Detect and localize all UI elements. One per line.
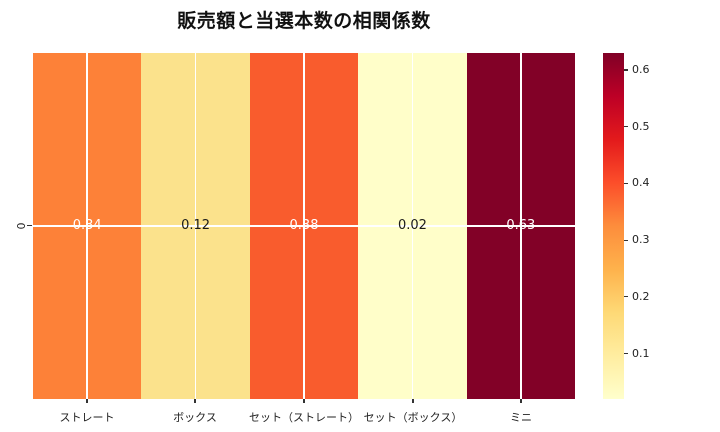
- y-axis-tick-label: 0: [14, 222, 27, 230]
- x-axis-tick: セット（ストレート）: [249, 399, 359, 425]
- x-axis-tick-label: ミニ: [510, 411, 532, 424]
- colorbar-tick-mark: [624, 126, 628, 128]
- cell-value-label: 0.02: [397, 218, 427, 233]
- x-tick-mark: [86, 399, 88, 403]
- heatmap-cell: 0.12: [141, 53, 250, 399]
- colorbar-tick-label: 0.5: [632, 119, 650, 133]
- x-axis-tick: ボックス: [141, 399, 249, 425]
- heatmap-cell: 0.63: [466, 53, 576, 399]
- x-axis-tick: セット（ボックス）: [359, 399, 467, 425]
- x-axis-tick-label: ボックス: [173, 411, 217, 424]
- x-axis-tick: ストレート: [33, 399, 141, 425]
- cell-value-label: 0.38: [289, 218, 319, 233]
- x-axis-tick-label: セット（ボックス）: [363, 411, 463, 424]
- cell-value-label: 0.34: [72, 218, 102, 233]
- x-tick-mark: [520, 399, 522, 403]
- chart-title: 販売額と当選本数の相関係数: [177, 10, 431, 32]
- colorbar-tick-label: 0.4: [632, 176, 650, 190]
- colorbar-tick-mark: [624, 353, 628, 355]
- colorbar-tick-label: 0.2: [632, 289, 650, 303]
- colorbar-tick-mark: [624, 69, 628, 71]
- x-axis-tick: ミニ: [467, 399, 575, 425]
- colorbar-tick-mark: [624, 296, 628, 298]
- colorbar-tick-label: 0.6: [632, 63, 650, 77]
- colorbar: [603, 53, 624, 399]
- colorbar-tick-mark: [624, 239, 628, 241]
- heatmap-cell: 0.38: [249, 53, 359, 399]
- x-axis-tick-label: セット（ストレート）: [249, 411, 359, 424]
- cell-value-label: 0.12: [181, 218, 211, 233]
- colorbar-tick-label: 0.1: [632, 346, 650, 360]
- x-tick-mark: [303, 399, 305, 403]
- x-axis: ストレート ボックス セット（ストレート） セット（ボックス） ミニ: [33, 399, 575, 425]
- x-tick-mark: [194, 399, 196, 403]
- heatmap-cell: 0.34: [33, 53, 142, 399]
- y-tick-mark: [27, 225, 32, 227]
- heatmap-row: 0.34 0.12 0.38 0.02 0.63: [33, 53, 576, 399]
- x-tick-mark: [412, 399, 414, 403]
- heatmap-cell: 0.02: [358, 53, 467, 399]
- heatmap-plot: 0.34 0.12 0.38 0.02 0.63: [33, 53, 576, 399]
- x-axis-tick-label: ストレート: [59, 411, 115, 424]
- colorbar-tick-mark: [624, 182, 628, 185]
- colorbar-tick-label: 0.3: [632, 233, 650, 247]
- cell-value-label: 0.63: [506, 218, 536, 233]
- gridline-horizontal: [33, 225, 575, 227]
